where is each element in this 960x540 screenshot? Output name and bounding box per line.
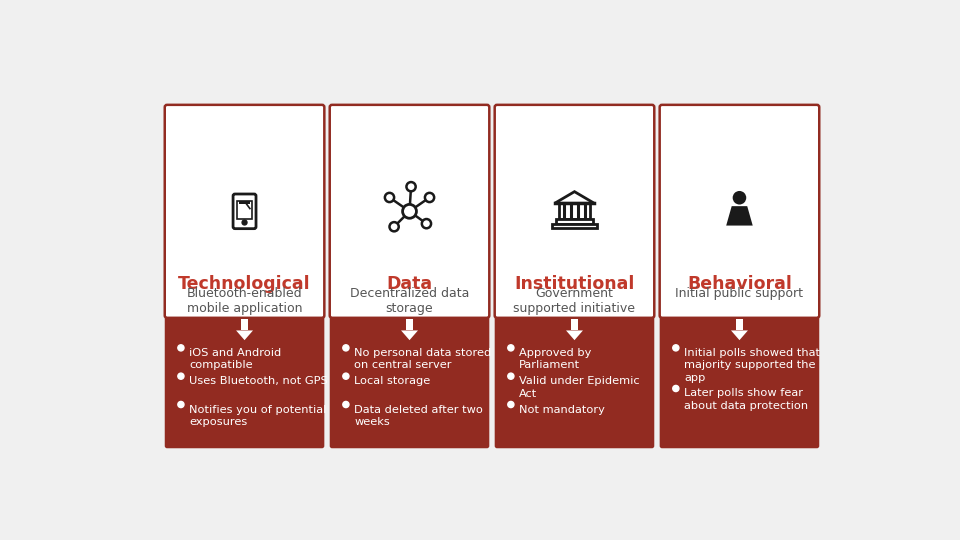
Circle shape xyxy=(508,345,514,351)
Circle shape xyxy=(402,205,417,218)
FancyBboxPatch shape xyxy=(660,105,819,448)
Text: Behavioral: Behavioral xyxy=(687,275,792,293)
Text: Uses Bluetooth, not GPS: Uses Bluetooth, not GPS xyxy=(189,376,328,386)
Bar xyxy=(571,319,578,330)
FancyBboxPatch shape xyxy=(329,105,490,448)
Text: Valid under Epidemic
Act: Valid under Epidemic Act xyxy=(519,376,640,399)
Text: No personal data stored
on central server: No personal data stored on central serve… xyxy=(354,348,492,370)
Circle shape xyxy=(242,220,247,225)
Text: Government
supported initiative: Government supported initiative xyxy=(514,287,636,315)
Text: Initial polls showed that
majority supported the
app: Initial polls showed that majority suppo… xyxy=(684,348,820,383)
Polygon shape xyxy=(731,330,748,340)
Circle shape xyxy=(406,182,416,191)
Text: Data deleted after two
weeks: Data deleted after two weeks xyxy=(354,404,483,427)
Circle shape xyxy=(178,401,184,408)
FancyBboxPatch shape xyxy=(494,105,655,448)
Circle shape xyxy=(732,191,746,205)
Polygon shape xyxy=(401,330,418,340)
Bar xyxy=(552,224,596,228)
Circle shape xyxy=(508,373,514,379)
FancyBboxPatch shape xyxy=(329,105,490,318)
FancyBboxPatch shape xyxy=(165,105,324,318)
Text: Institutional: Institutional xyxy=(515,275,635,293)
Polygon shape xyxy=(566,330,583,340)
Bar xyxy=(239,201,250,204)
Text: Notifies you of potential
exposures: Notifies you of potential exposures xyxy=(189,404,326,427)
Circle shape xyxy=(385,193,395,202)
Text: Bluetooth-enabled
mobile application: Bluetooth-enabled mobile application xyxy=(187,287,302,315)
Circle shape xyxy=(343,401,349,408)
Circle shape xyxy=(178,345,184,351)
Bar xyxy=(241,319,248,330)
Bar xyxy=(556,219,592,224)
Circle shape xyxy=(673,386,679,392)
Text: Local storage: Local storage xyxy=(354,376,431,386)
Polygon shape xyxy=(726,206,753,226)
FancyBboxPatch shape xyxy=(494,105,655,318)
Text: Technological: Technological xyxy=(179,275,311,293)
Text: Initial public support: Initial public support xyxy=(676,287,804,300)
Circle shape xyxy=(425,193,434,202)
Polygon shape xyxy=(555,192,594,203)
Text: Not mandatory: Not mandatory xyxy=(519,404,605,415)
Polygon shape xyxy=(236,330,253,340)
Text: Later polls show fear
about data protection: Later polls show fear about data protect… xyxy=(684,388,808,411)
Circle shape xyxy=(421,219,431,228)
Text: Approved by
Parliament: Approved by Parliament xyxy=(519,348,591,370)
Circle shape xyxy=(178,373,184,379)
Text: Decentralized data
storage: Decentralized data storage xyxy=(349,287,469,315)
Circle shape xyxy=(343,345,349,351)
Text: iOS and Android
compatible: iOS and Android compatible xyxy=(189,348,281,370)
FancyBboxPatch shape xyxy=(660,105,819,318)
Bar xyxy=(406,319,413,330)
FancyBboxPatch shape xyxy=(233,194,256,228)
Bar xyxy=(237,201,252,219)
Circle shape xyxy=(673,345,679,351)
Circle shape xyxy=(390,222,398,231)
Circle shape xyxy=(508,401,514,408)
FancyBboxPatch shape xyxy=(165,105,324,448)
Circle shape xyxy=(343,373,349,379)
Text: Data: Data xyxy=(387,275,433,293)
Bar xyxy=(559,203,590,219)
Bar xyxy=(736,319,743,330)
